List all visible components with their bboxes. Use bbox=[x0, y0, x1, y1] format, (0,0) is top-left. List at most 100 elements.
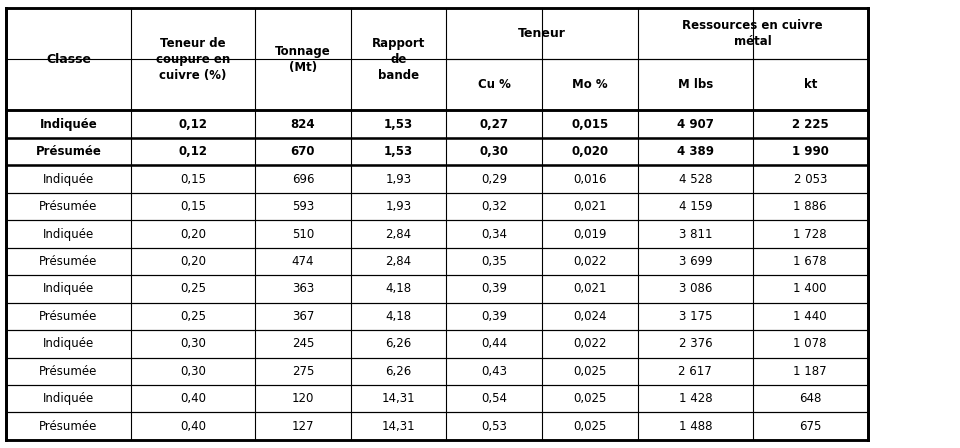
Text: 824: 824 bbox=[291, 118, 315, 131]
Text: 0,25: 0,25 bbox=[180, 310, 205, 323]
Text: kt: kt bbox=[804, 78, 817, 91]
Text: 0,025: 0,025 bbox=[573, 420, 607, 433]
Text: 0,019: 0,019 bbox=[573, 228, 607, 241]
Text: 0,32: 0,32 bbox=[481, 200, 507, 213]
Text: 0,20: 0,20 bbox=[180, 228, 205, 241]
Text: Mo %: Mo % bbox=[572, 78, 608, 91]
Text: 1 678: 1 678 bbox=[793, 255, 828, 268]
Text: M lbs: M lbs bbox=[678, 78, 713, 91]
Text: 2,84: 2,84 bbox=[386, 228, 412, 241]
Text: 3 811: 3 811 bbox=[679, 228, 712, 241]
Text: 1,93: 1,93 bbox=[386, 172, 412, 185]
Text: 696: 696 bbox=[292, 172, 314, 185]
Text: 4 907: 4 907 bbox=[677, 118, 714, 131]
Text: 0,43: 0,43 bbox=[481, 365, 507, 378]
Text: 0,024: 0,024 bbox=[573, 310, 607, 323]
Text: Classe: Classe bbox=[46, 53, 91, 66]
Text: Présumée: Présumée bbox=[39, 200, 98, 213]
Text: Indiquée: Indiquée bbox=[43, 228, 94, 241]
Text: Tonnage
(Mt): Tonnage (Mt) bbox=[275, 45, 331, 74]
Text: 0,40: 0,40 bbox=[180, 392, 205, 405]
Text: 0,020: 0,020 bbox=[571, 145, 609, 158]
Text: 0,54: 0,54 bbox=[481, 392, 507, 405]
Text: Indiquée: Indiquée bbox=[43, 172, 94, 185]
Text: 4 159: 4 159 bbox=[679, 200, 712, 213]
Text: 3 086: 3 086 bbox=[679, 282, 712, 295]
Text: 0,44: 0,44 bbox=[481, 337, 508, 350]
Text: 474: 474 bbox=[292, 255, 314, 268]
Text: Présumée: Présumée bbox=[36, 145, 102, 158]
Text: Présumée: Présumée bbox=[39, 255, 98, 268]
Text: 1,53: 1,53 bbox=[384, 118, 413, 131]
Text: 2 053: 2 053 bbox=[794, 172, 827, 185]
Text: 1 428: 1 428 bbox=[679, 392, 712, 405]
Text: 0,39: 0,39 bbox=[481, 310, 507, 323]
Text: 510: 510 bbox=[292, 228, 314, 241]
Text: 0,30: 0,30 bbox=[480, 145, 509, 158]
Text: 670: 670 bbox=[291, 145, 315, 158]
Text: 648: 648 bbox=[799, 392, 822, 405]
Text: 245: 245 bbox=[292, 337, 314, 350]
Text: 0,021: 0,021 bbox=[573, 200, 607, 213]
Text: 0,021: 0,021 bbox=[573, 282, 607, 295]
Text: Teneur de
coupure en
cuivre (%): Teneur de coupure en cuivre (%) bbox=[156, 37, 230, 82]
Text: 1 728: 1 728 bbox=[793, 228, 828, 241]
Text: 593: 593 bbox=[292, 200, 314, 213]
Text: 2 617: 2 617 bbox=[679, 365, 712, 378]
Text: 363: 363 bbox=[292, 282, 314, 295]
Text: 1 488: 1 488 bbox=[679, 420, 712, 433]
Text: 0,40: 0,40 bbox=[180, 420, 205, 433]
Text: 0,30: 0,30 bbox=[180, 337, 205, 350]
Text: Teneur: Teneur bbox=[518, 27, 566, 40]
Text: Cu %: Cu % bbox=[478, 78, 511, 91]
Text: 0,53: 0,53 bbox=[481, 420, 507, 433]
Text: 0,29: 0,29 bbox=[481, 172, 508, 185]
Text: 1 440: 1 440 bbox=[793, 310, 828, 323]
Text: 4 389: 4 389 bbox=[677, 145, 714, 158]
Text: 675: 675 bbox=[799, 420, 822, 433]
Text: 0,022: 0,022 bbox=[573, 255, 607, 268]
Text: 4 528: 4 528 bbox=[679, 172, 712, 185]
Text: 0,39: 0,39 bbox=[481, 282, 507, 295]
Text: 1 990: 1 990 bbox=[792, 145, 828, 158]
Text: 6,26: 6,26 bbox=[386, 365, 412, 378]
Text: 120: 120 bbox=[292, 392, 314, 405]
Text: Indiquée: Indiquée bbox=[43, 337, 94, 350]
Text: 367: 367 bbox=[292, 310, 314, 323]
Text: 0,025: 0,025 bbox=[573, 392, 607, 405]
Text: Indiquée: Indiquée bbox=[43, 392, 94, 405]
Text: 1 400: 1 400 bbox=[794, 282, 827, 295]
Text: 0,015: 0,015 bbox=[571, 118, 609, 131]
Text: Présumée: Présumée bbox=[39, 420, 98, 433]
Text: 14,31: 14,31 bbox=[382, 420, 416, 433]
Text: 1 886: 1 886 bbox=[794, 200, 827, 213]
Text: 3 699: 3 699 bbox=[679, 255, 712, 268]
Text: 1,53: 1,53 bbox=[384, 145, 413, 158]
Text: 2 376: 2 376 bbox=[679, 337, 712, 350]
Text: Rapport
de
bande: Rapport de bande bbox=[372, 37, 425, 82]
Text: 0,25: 0,25 bbox=[180, 282, 205, 295]
Text: 127: 127 bbox=[292, 420, 314, 433]
Text: 2 225: 2 225 bbox=[792, 118, 828, 131]
Text: 2,84: 2,84 bbox=[386, 255, 412, 268]
Text: Présumée: Présumée bbox=[39, 310, 98, 323]
Text: 1 187: 1 187 bbox=[793, 365, 828, 378]
Text: Indiquée: Indiquée bbox=[39, 118, 97, 131]
Text: 0,025: 0,025 bbox=[573, 365, 607, 378]
Text: Ressources en cuivre
métal: Ressources en cuivre métal bbox=[683, 19, 823, 48]
Text: 14,31: 14,31 bbox=[382, 392, 416, 405]
Text: 0,022: 0,022 bbox=[573, 337, 607, 350]
Text: 6,26: 6,26 bbox=[386, 337, 412, 350]
Text: 0,15: 0,15 bbox=[180, 200, 205, 213]
Text: 275: 275 bbox=[292, 365, 314, 378]
Text: Présumée: Présumée bbox=[39, 365, 98, 378]
Text: 0,016: 0,016 bbox=[573, 172, 607, 185]
Text: 0,30: 0,30 bbox=[180, 365, 205, 378]
Text: 0,15: 0,15 bbox=[180, 172, 205, 185]
Text: Indiquée: Indiquée bbox=[43, 282, 94, 295]
Text: 0,27: 0,27 bbox=[480, 118, 509, 131]
Text: 4,18: 4,18 bbox=[386, 282, 412, 295]
Text: 0,12: 0,12 bbox=[179, 118, 207, 131]
Text: 0,34: 0,34 bbox=[481, 228, 507, 241]
Text: 0,35: 0,35 bbox=[481, 255, 507, 268]
